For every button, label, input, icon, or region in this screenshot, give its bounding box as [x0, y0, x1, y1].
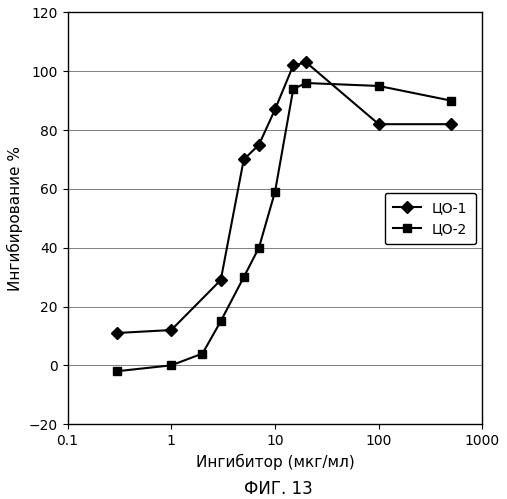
- ЦО-1: [241, 157, 247, 163]
- ЦО-1: [376, 121, 382, 127]
- ЦО-2: [168, 362, 174, 368]
- ЦО-1: [448, 121, 454, 127]
- ЦО-2: [241, 274, 247, 280]
- ЦО-2: [199, 351, 205, 357]
- ЦО-1: [114, 330, 120, 336]
- X-axis label: Ингибитор (мкг/мл): Ингибитор (мкг/мл): [196, 454, 354, 470]
- ЦО-1: [272, 106, 278, 112]
- ЦО-1: [168, 327, 174, 333]
- Line: ЦО-1: ЦО-1: [113, 58, 455, 337]
- ЦО-2: [114, 368, 120, 374]
- ЦО-1: [290, 62, 296, 68]
- ЦО-1: [303, 59, 309, 65]
- ЦО-1: [218, 277, 224, 283]
- Legend: ЦО-1, ЦО-2: ЦО-1, ЦО-2: [385, 193, 476, 245]
- ЦО-2: [290, 86, 296, 92]
- Y-axis label: Ингибирование %: Ингибирование %: [7, 146, 23, 291]
- ЦО-2: [256, 245, 262, 250]
- ЦО-2: [376, 83, 382, 89]
- ЦО-1: [256, 142, 262, 148]
- ЦО-2: [272, 189, 278, 195]
- ЦО-2: [218, 318, 224, 324]
- Text: ФИГ. 13: ФИГ. 13: [244, 480, 313, 498]
- ЦО-2: [303, 80, 309, 86]
- ЦО-2: [448, 98, 454, 104]
- Line: ЦО-2: ЦО-2: [113, 79, 455, 375]
